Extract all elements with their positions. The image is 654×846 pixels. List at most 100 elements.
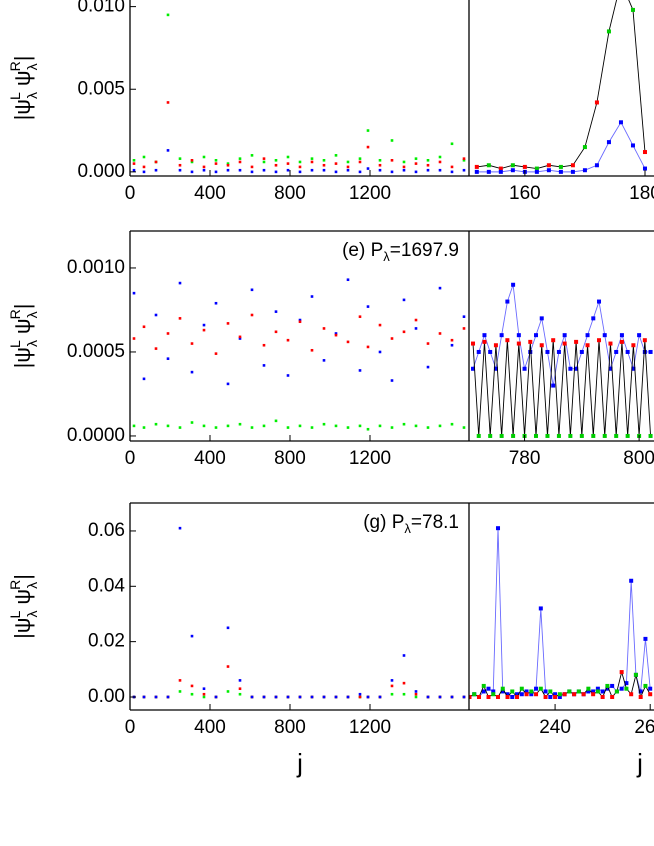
point [334,162,338,165]
point [190,692,194,696]
point [390,684,394,688]
point [298,318,302,322]
marker [631,366,636,371]
marker [576,689,581,694]
marker [496,526,501,531]
point [366,427,370,431]
x-tick-label: 0 [125,183,136,204]
point [450,422,454,426]
point [178,168,182,172]
point [358,170,362,174]
point [166,332,170,335]
marker [558,169,563,174]
point [438,332,442,335]
point [426,695,430,699]
point [262,157,266,160]
y-label-part: λ [24,63,40,70]
point [190,421,194,424]
y-tick-label: 0.010 [77,0,125,17]
point [142,695,146,699]
point [286,695,290,699]
marker [648,433,653,438]
point [334,154,338,157]
marker [579,433,584,438]
point [154,347,158,350]
point [238,335,242,339]
point [462,327,466,330]
point [298,424,302,428]
point [438,286,442,290]
point [190,370,194,374]
marker [499,333,504,338]
point [438,160,442,164]
point [132,291,136,295]
point [378,350,382,354]
plot-area [474,0,647,174]
marker [482,333,487,338]
point [426,159,430,162]
point [358,692,362,696]
point [132,337,136,340]
marker [476,349,481,354]
marker [543,694,548,699]
point [378,168,382,172]
point [414,424,418,428]
marker [624,686,629,691]
series-line [476,0,646,170]
point [178,426,182,429]
point [202,328,206,332]
point [450,338,454,342]
point [426,342,430,345]
point [202,424,206,428]
marker [486,694,491,699]
marker [551,383,556,388]
point [262,695,266,699]
point [166,695,170,699]
x-tick-label: 160 [509,183,541,204]
point [450,165,454,169]
marker [618,120,623,125]
plot-area [469,526,653,699]
point [214,170,218,174]
marker [642,166,647,171]
y-tick-label: 0.000 [77,161,125,182]
point [358,695,362,699]
point [310,695,314,699]
y-tick-label: 0.0000 [67,425,125,446]
point [334,170,338,174]
marker [499,433,504,438]
point [426,426,430,429]
point [358,160,362,164]
marker [493,366,498,371]
marker [567,689,572,694]
y-axis-label: |ψλL ψλR| [7,304,40,369]
point [250,165,254,169]
marker [534,333,539,338]
point [462,695,466,699]
y-tick-label: 0.005 [77,78,125,99]
point [298,165,302,169]
point [390,679,394,682]
point [390,337,394,340]
point [238,679,242,682]
plot-area [132,526,466,699]
point [346,695,350,699]
marker [568,366,573,371]
marker [638,694,643,699]
point [262,168,266,172]
point [238,687,242,690]
point [274,330,278,334]
point [390,159,394,162]
point [190,160,194,164]
point [226,322,230,325]
y-label-part: ψ [10,318,35,340]
point [310,426,314,429]
point [154,695,158,699]
plot-area [132,13,466,174]
marker [511,282,516,287]
point [450,695,454,699]
point [322,327,326,330]
point [202,687,206,690]
marker [556,433,561,438]
marker [557,694,562,699]
